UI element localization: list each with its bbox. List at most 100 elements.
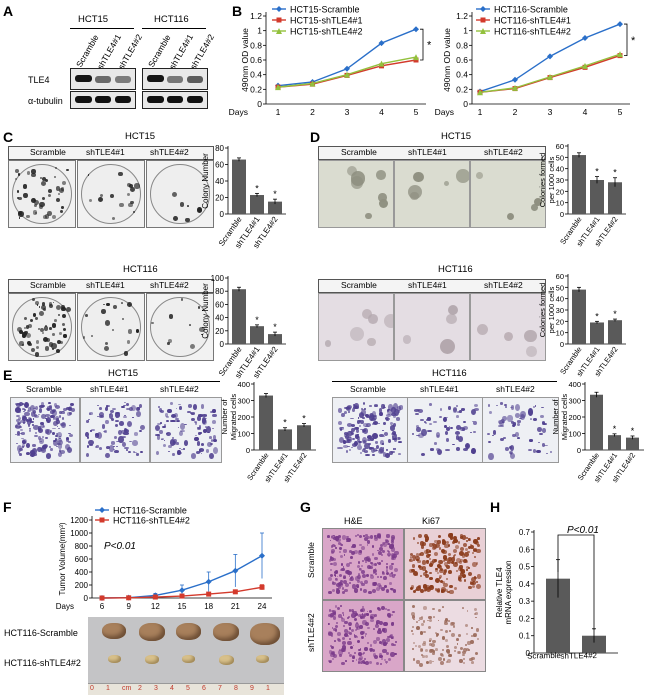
significance-star: * (613, 309, 617, 319)
column-label: shTLE4#2 (150, 147, 189, 157)
bar (268, 201, 282, 214)
y-tick-label: 0.1 (519, 632, 531, 641)
ruler-mark: cm (122, 685, 132, 692)
chart-h: 0 0.1 0.2 0.3 0.4 0.5 0.6 0.7 Scramble shTLE4#2 Re… (495, 528, 618, 661)
y-tick-label: 30 (556, 176, 564, 185)
tumor-photo: 0 1 cm 2 3 4 5 6 7 8 9 1 (88, 617, 284, 695)
significance-star: * (631, 35, 636, 47)
column-label: Scramble (30, 147, 66, 157)
y-tick-label: 200 (568, 413, 581, 422)
data-point (276, 28, 282, 34)
blot-title-hct15: HCT15 (78, 14, 109, 25)
y-tick-label: 40 (215, 314, 224, 323)
y-tick-label: 20 (556, 187, 564, 196)
column-label: shTLE4#1 (408, 280, 447, 290)
bar (572, 155, 586, 214)
colony-dish-image (8, 293, 76, 361)
y-tick-label: 0.4 (456, 70, 468, 80)
significance-star: * (273, 322, 277, 332)
ruler-mark: 6 (202, 685, 206, 692)
ruler-mark: 1 (266, 685, 270, 692)
protein-label-tubulin: α-tubulin (28, 96, 63, 106)
y-axis-label: mRNA expression (504, 560, 513, 624)
bar (626, 437, 639, 450)
bar (582, 635, 606, 653)
column-label: shTLE4#1 (86, 280, 125, 290)
y-tick-label: 400 (75, 568, 89, 577)
y-tick-label: 0 (84, 594, 89, 603)
ruler-mark: 3 (154, 685, 158, 692)
x-axis-label: Days (56, 602, 74, 611)
soft-agar-image (318, 160, 394, 228)
y-tick-label: 300 (568, 397, 581, 406)
data-point (480, 6, 486, 12)
ruler-mark: 5 (186, 685, 190, 692)
y-tick-label: 1 (257, 26, 262, 36)
ruler-mark: 1 (106, 685, 110, 692)
y-tick-label: 10 (556, 199, 564, 208)
y-tick-label: 30 (556, 306, 564, 315)
blot-strip (70, 91, 136, 109)
y-tick-label: 50 (556, 283, 564, 292)
y-tick-label: 0 (526, 649, 531, 658)
bar (590, 322, 604, 344)
data-point (344, 65, 350, 72)
y-tick-label: 40 (556, 165, 564, 174)
y-tick-label: 0 (220, 210, 225, 219)
data-point (378, 40, 385, 47)
data-point (582, 62, 588, 69)
data-point (477, 89, 483, 96)
data-point (582, 35, 588, 41)
column-label: shTLE4#2 (484, 147, 523, 157)
chart-d-bottom: 0102030405060Scramble*shTLE4#1*shTLE4#2C… (538, 272, 626, 378)
y-tick-label: 0 (560, 210, 564, 219)
series-line (479, 53, 621, 93)
column-label-ki67: Ki67 (422, 516, 441, 526)
column-label: Scramble (341, 147, 377, 157)
y-tick-label: 80 (215, 144, 224, 153)
tumor-row-label-scramble: HCT116-Scramble (4, 628, 78, 638)
y-tick-label: 0.4 (250, 70, 262, 80)
tumor (176, 623, 201, 640)
column-label: shTLE4#1 (90, 384, 129, 394)
legend-label: HCT116-shTLE4#2 (494, 27, 571, 37)
data-point (152, 594, 158, 600)
data-point (276, 17, 282, 23)
x-tick-label: 2 (310, 107, 315, 117)
data-point (99, 507, 105, 513)
chart-f: 0 200 400 600 800 1000 1200 6 9 12 15 18 21 24 Days Tum… (56, 506, 272, 611)
y-tick-label: 1.2 (250, 11, 262, 21)
significance-star: * (255, 315, 259, 325)
y-tick-label: 1000 (70, 529, 88, 538)
legend-label: HCT15-shTLE4#2 (290, 27, 363, 37)
transwell-image (80, 397, 150, 463)
soft-agar-image (394, 293, 470, 361)
y-axis-label: Colonies formed (538, 153, 547, 208)
bar (250, 195, 264, 214)
ruler-mark: 4 (170, 685, 174, 692)
colony-dish-image (146, 293, 214, 361)
bar (232, 159, 246, 214)
panel-d-title-hct116: HCT116 (438, 264, 473, 275)
significance-star: * (631, 426, 635, 436)
y-tick-label: 40 (215, 177, 224, 186)
y-axis-label: 490nm OD value (240, 28, 250, 92)
y-tick-label: 10 (556, 329, 564, 338)
transwell-image (10, 397, 80, 463)
soft-agar-image (318, 293, 394, 361)
tumor (145, 655, 159, 664)
significance-star: * (427, 40, 432, 52)
chart-d-top: 0102030405060Scramble*shTLE4#1*shTLE4#2C… (538, 142, 626, 248)
data-point (617, 51, 623, 58)
y-tick-label: 40 (556, 295, 564, 304)
protein-label-tle4: TLE4 (28, 75, 50, 85)
y-tick-label: 60 (556, 272, 564, 281)
column-label: Scramble (341, 280, 377, 290)
chart-e-left: 0100200300400Scramble*shTLE4#1*shTLE4#2N… (220, 380, 316, 484)
y-tick-label: 800 (75, 542, 89, 551)
y-tick-label: 20 (215, 194, 224, 203)
data-point (512, 76, 518, 83)
tumor (250, 623, 280, 645)
y-tick-label: 0.2 (456, 84, 468, 94)
bar (250, 326, 264, 344)
